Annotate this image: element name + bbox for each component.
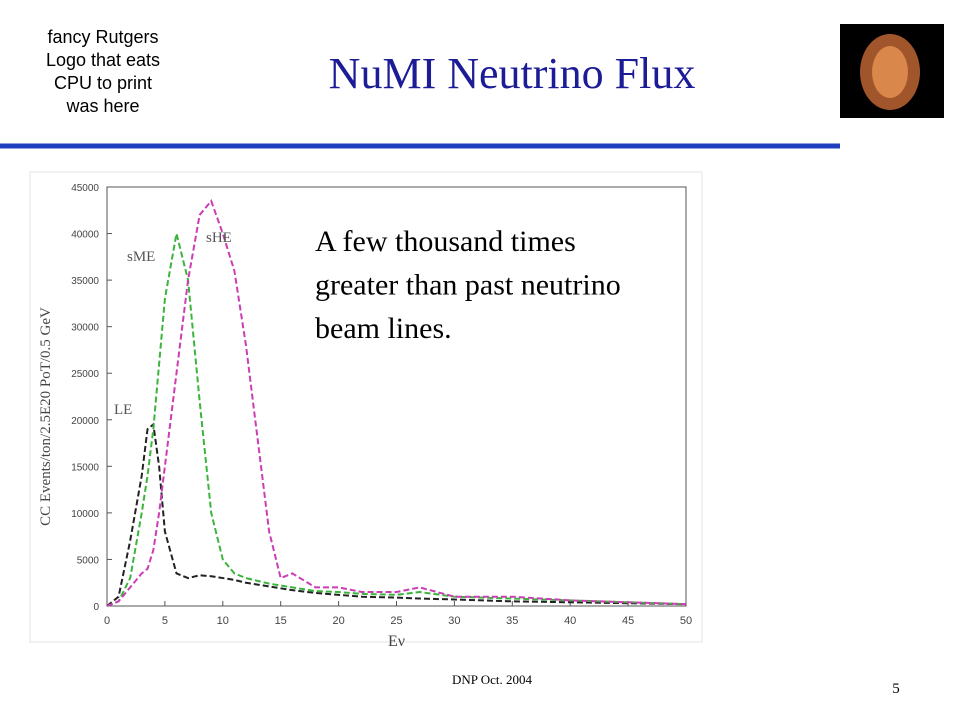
x-tick-label: 15 xyxy=(275,615,287,627)
x-tick-label: 35 xyxy=(506,615,518,627)
series-line xyxy=(106,422,687,607)
series-label: sHE xyxy=(206,230,232,246)
series-label: sME xyxy=(127,249,155,265)
chart-frame xyxy=(29,171,703,643)
x-tick-label: 40 xyxy=(564,615,576,627)
y-axis-label: CC Events/ton/2.5E20 PoT/0.5 GeV xyxy=(38,307,54,526)
series-line xyxy=(106,233,687,607)
y-tick-label: 20000 xyxy=(71,416,99,427)
series-line xyxy=(106,198,687,607)
x-tick-label: 10 xyxy=(217,615,229,627)
logo-line: fancy Rutgers xyxy=(47,27,158,47)
x-tick-label: 0 xyxy=(104,615,110,627)
note-line: greater than past neutrino xyxy=(315,269,621,302)
y-tick-label: 30000 xyxy=(71,323,99,334)
y-tick-label: 10000 xyxy=(71,509,99,520)
logo-line: was here xyxy=(65,96,139,116)
footer: DNP Oct. 2004 xyxy=(452,672,533,687)
logo-face-highlight xyxy=(872,46,908,98)
y-tick-label: 25000 xyxy=(71,369,99,380)
x-tick-label: 50 xyxy=(680,615,692,627)
x-tick-label: 30 xyxy=(448,615,460,627)
note-line: A few thousand times xyxy=(315,225,576,258)
x-tick-label: 5 xyxy=(162,615,168,627)
y-tick-label: 15000 xyxy=(71,462,99,473)
y-tick-label: 40000 xyxy=(71,230,99,241)
slide-title: NuMI Neutrino Flux xyxy=(329,49,696,98)
x-axis-label: Eν xyxy=(388,633,405,650)
x-tick-label: 25 xyxy=(390,615,402,627)
note: A few thousand times greater than past ne… xyxy=(315,225,621,345)
y-tick-label: 45000 xyxy=(71,183,99,194)
logo-line: Logo that eats xyxy=(46,50,160,70)
x-tick-label: 20 xyxy=(332,615,344,627)
series-label: LE xyxy=(114,402,132,418)
logo-line: CPU to print xyxy=(54,73,152,93)
logo-text: fancy Rutgers Logo that eats CPU to print w… xyxy=(46,27,160,116)
y-tick-label: 0 xyxy=(93,602,99,613)
x-tick-label: 45 xyxy=(622,615,634,627)
y-tick-label: 5000 xyxy=(77,555,100,566)
y-tick-label: 35000 xyxy=(71,276,99,287)
page-number: 5 xyxy=(892,681,900,697)
chart: 0 5000 10000 15000 20000 25000 30000 35000 40000… xyxy=(38,183,692,650)
note-line: beam lines. xyxy=(315,312,452,345)
